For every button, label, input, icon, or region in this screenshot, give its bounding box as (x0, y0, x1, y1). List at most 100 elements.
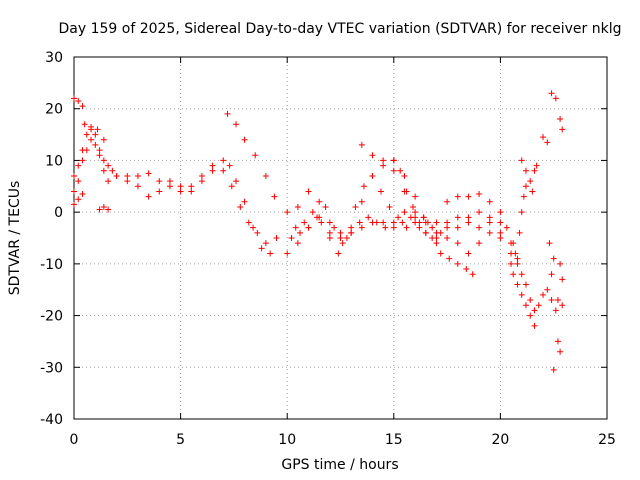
data-point (380, 162, 387, 169)
data-point (527, 312, 534, 319)
data-point (412, 209, 419, 216)
data-point (348, 229, 355, 236)
data-point (527, 297, 534, 304)
x-tick-label: 10 (278, 432, 296, 448)
data-point (454, 240, 461, 247)
data-point (557, 260, 564, 267)
data-point (75, 196, 82, 203)
data-point (369, 152, 376, 159)
data-point (166, 183, 173, 190)
data-point (395, 214, 402, 221)
data-point (559, 302, 566, 309)
data-point (365, 214, 372, 221)
series-arc-17 (510, 271, 538, 329)
data-point (100, 167, 107, 174)
series-arc-2 (71, 126, 280, 257)
data-point (522, 167, 529, 174)
data-point (337, 229, 344, 236)
data-point (401, 172, 408, 179)
data-point (552, 307, 559, 314)
data-point (348, 224, 355, 231)
data-point (343, 235, 350, 241)
data-point (224, 110, 231, 117)
data-point (373, 219, 380, 226)
data-point (226, 162, 233, 169)
data-point (198, 172, 205, 179)
series-arc-16 (508, 162, 540, 267)
data-point (305, 224, 312, 231)
data-point (512, 250, 519, 257)
data-point (79, 103, 86, 110)
data-point (267, 250, 274, 257)
y-tick-label: 30 (45, 50, 63, 66)
data-point (412, 193, 419, 200)
data-point (271, 193, 278, 200)
data-point (552, 95, 559, 102)
data-point (429, 224, 436, 231)
data-point (284, 209, 291, 216)
data-point (444, 219, 451, 226)
data-point (75, 162, 82, 169)
data-point (233, 178, 240, 185)
data-point (497, 235, 504, 241)
data-point (518, 157, 525, 164)
series-arc-23 (554, 260, 566, 309)
data-point (124, 172, 131, 179)
data-point (444, 198, 451, 205)
data-point (262, 172, 269, 179)
data-point (145, 193, 152, 200)
data-point (380, 219, 387, 226)
data-point (486, 219, 493, 226)
data-point (96, 147, 103, 154)
data-point (326, 229, 333, 236)
data-point (535, 302, 542, 309)
data-point (497, 229, 504, 236)
data-point (465, 214, 472, 221)
data-point (326, 219, 333, 226)
y-tick-label: 0 (54, 205, 63, 221)
data-point (510, 240, 517, 247)
data-point (531, 307, 538, 314)
data-point (522, 183, 529, 190)
data-point (105, 162, 112, 169)
data-point (508, 260, 515, 267)
data-point (188, 183, 195, 190)
data-point (476, 224, 483, 231)
data-point (533, 162, 540, 169)
data-point (71, 188, 77, 195)
series-arc-11 (292, 172, 444, 257)
data-point (262, 240, 269, 247)
data-point (241, 136, 248, 143)
data-point (94, 126, 101, 133)
data-point (258, 245, 265, 252)
data-point (437, 229, 444, 236)
ticks-layer: 0 5 10 15 20 25 -40 -30 -20 -10 0 10 20 30 (40, 50, 616, 448)
data-point (486, 214, 493, 221)
data-point (540, 134, 547, 141)
y-tick-label: -40 (40, 412, 63, 428)
data-point (437, 250, 444, 257)
data-point (134, 183, 141, 190)
series-arc-18 (514, 260, 559, 314)
data-point (390, 219, 397, 226)
data-point (83, 147, 90, 154)
y-tick-label: -30 (40, 360, 63, 376)
points-layer (71, 90, 566, 373)
data-point (83, 131, 90, 138)
data-point (416, 224, 423, 231)
x-tick-label: 25 (598, 432, 616, 448)
data-point (209, 167, 216, 174)
data-point (518, 209, 525, 216)
data-point (322, 203, 329, 210)
data-point (284, 250, 291, 257)
series-arc-10 (288, 203, 440, 247)
data-point (520, 193, 527, 200)
data-point (518, 291, 525, 298)
data-point (75, 178, 82, 185)
data-point (518, 271, 525, 278)
data-point (446, 255, 453, 262)
data-point (550, 366, 557, 373)
data-point (301, 219, 308, 226)
data-point (422, 229, 429, 236)
data-point (433, 219, 440, 226)
